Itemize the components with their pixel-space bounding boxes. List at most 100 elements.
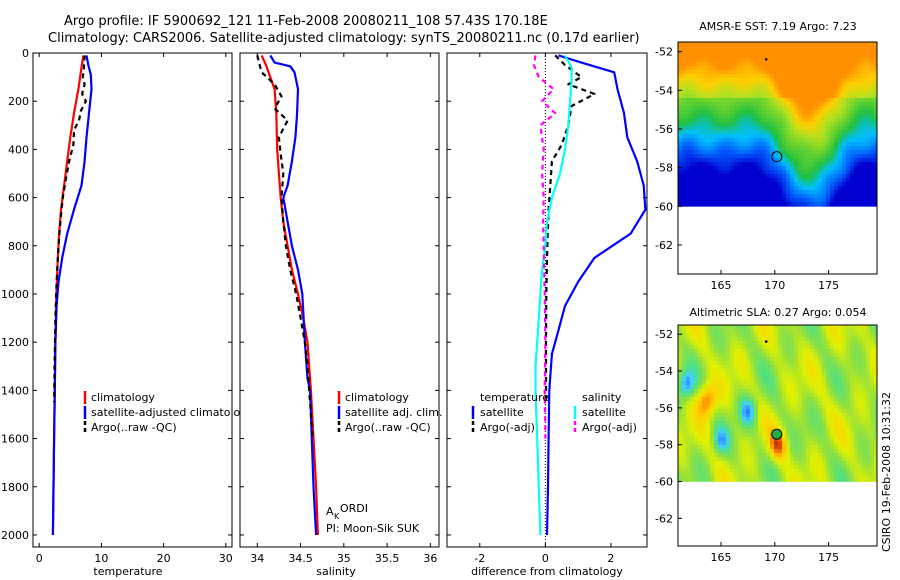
heatmap-cell — [698, 425, 703, 430]
heatmap-cell — [854, 385, 859, 390]
heatmap-cell — [786, 425, 791, 430]
heatmap-cell — [870, 457, 875, 462]
heatmap-cell — [794, 469, 799, 474]
heatmap-cell — [782, 174, 787, 179]
heatmap-cell — [774, 465, 779, 470]
heatmap-cell — [734, 162, 739, 167]
heatmap-cell — [790, 46, 795, 51]
heatmap-cell — [738, 198, 743, 203]
x-tick-label: 30 — [219, 552, 233, 565]
heatmap-cell — [750, 198, 755, 203]
heatmap-cell — [834, 82, 839, 87]
heatmap-cell — [766, 373, 771, 378]
heatmap-cell — [786, 158, 791, 163]
heatmap-cell — [834, 449, 839, 454]
heatmap-cell — [818, 54, 823, 59]
heatmap-cell — [778, 329, 783, 334]
heatmap-cell — [710, 417, 715, 422]
heatmap-cell — [734, 361, 739, 366]
heatmap-cell — [766, 449, 771, 454]
heatmap-cell — [866, 206, 871, 207]
heatmap-cell — [690, 202, 695, 207]
heatmap-cell — [690, 42, 695, 47]
heatmap-cell — [794, 349, 799, 354]
heatmap-cell — [826, 62, 831, 67]
heatmap-cell — [838, 74, 843, 79]
legend-label-temperature-satellite: satellite — [480, 406, 524, 419]
heatmap-cell — [778, 417, 783, 422]
heatmap-cell — [742, 441, 747, 446]
heatmap-cell — [746, 46, 751, 51]
heatmap-cell — [734, 401, 739, 406]
heatmap-cell — [870, 190, 875, 195]
heatmap-cell — [758, 473, 763, 478]
heatmap-cell — [694, 186, 699, 191]
heatmap-cell — [702, 174, 707, 179]
difference-series — [532, 54, 647, 536]
heatmap-cell — [710, 365, 715, 370]
heatmap-cell — [742, 62, 747, 67]
heatmap-cell — [682, 357, 687, 362]
heatmap-cell — [766, 341, 771, 346]
heatmap-cell — [810, 62, 815, 67]
heatmap-cell — [774, 373, 779, 378]
heatmap-cell — [818, 329, 823, 334]
heatmap-cell — [762, 162, 767, 167]
heatmap-cell — [862, 361, 867, 366]
heatmap-cell — [730, 449, 735, 454]
heatmap-cell — [726, 106, 731, 111]
heatmap-cell — [722, 417, 727, 422]
heatmap-cell — [786, 86, 791, 91]
heatmap-cell — [726, 46, 731, 51]
heatmap-cell — [770, 369, 775, 374]
heatmap-cell — [726, 377, 731, 382]
heatmap-cell — [762, 70, 767, 75]
heatmap-cell — [850, 162, 855, 167]
heatmap-cell — [734, 349, 739, 354]
heatmap-cell — [866, 74, 871, 79]
heatmap-cell — [758, 465, 763, 470]
heatmap-cell — [826, 186, 831, 191]
heatmap-cell — [714, 477, 719, 482]
heatmap-cell — [766, 349, 771, 354]
heatmap-cell — [770, 110, 775, 115]
heatmap-cell — [690, 126, 695, 131]
heatmap-cell — [870, 82, 875, 87]
heatmap-cell — [870, 445, 875, 450]
heatmap-cell — [814, 130, 819, 135]
heatmap-cell — [874, 409, 878, 414]
heatmap-cell — [770, 62, 775, 67]
heatmap-cell — [782, 421, 787, 426]
heatmap-cell — [822, 134, 827, 139]
heatmap-cell — [866, 353, 871, 358]
heatmap-cell — [770, 397, 775, 402]
heatmap-cell — [842, 162, 847, 167]
heatmap-cell — [762, 74, 767, 79]
heatmap-cell — [794, 453, 799, 458]
heatmap-cell — [866, 198, 871, 203]
heatmap-cell — [742, 86, 747, 91]
sla-heatmap — [678, 325, 878, 482]
heatmap-cell — [802, 437, 807, 442]
heatmap-cell — [874, 417, 878, 422]
heatmap-cell — [790, 457, 795, 462]
heatmap-cell — [710, 361, 715, 366]
heatmap-cell — [770, 329, 775, 334]
heatmap-cell — [786, 98, 791, 103]
heatmap-cell — [770, 106, 775, 111]
heatmap-cell — [738, 114, 743, 119]
x-tick-label: 34.5 — [288, 552, 313, 565]
heatmap-cell — [870, 441, 875, 446]
heatmap-cell — [858, 50, 863, 55]
heatmap-cell — [874, 433, 878, 438]
heatmap-cell — [758, 469, 763, 474]
heatmap-cell — [802, 74, 807, 79]
heatmap-cell — [706, 86, 711, 91]
heatmap-cell — [838, 186, 843, 191]
heatmap-cell — [686, 385, 691, 390]
heatmap-cell — [762, 473, 767, 478]
heatmap-cell — [726, 150, 731, 155]
heatmap-cell — [858, 353, 863, 358]
heatmap-cell — [714, 194, 719, 199]
heatmap-cell — [866, 341, 871, 346]
